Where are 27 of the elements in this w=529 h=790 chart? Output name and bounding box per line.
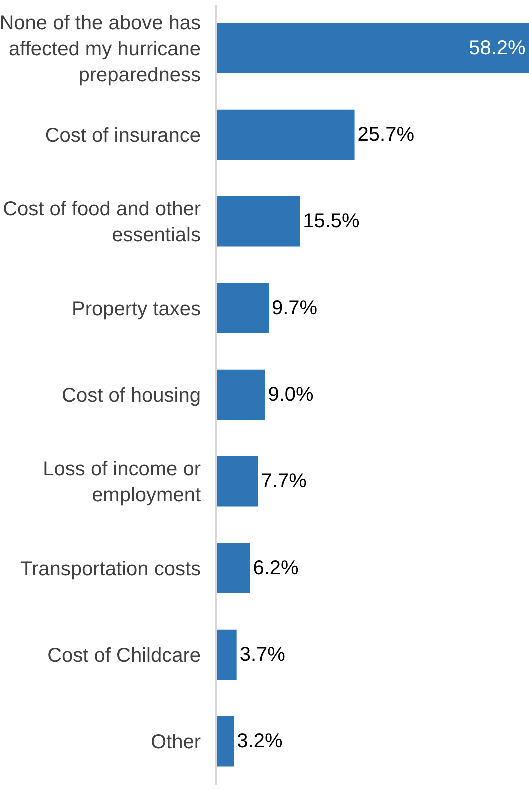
data-label: 6.2% <box>253 557 300 580</box>
data-label: 3.2% <box>237 730 283 753</box>
data-label: 25.7% <box>358 124 415 146</box>
bar <box>217 23 529 74</box>
data-label: 58.2% <box>469 37 526 60</box>
y-tick-label: Property taxes <box>72 298 201 320</box>
bar <box>217 543 250 594</box>
bar <box>217 370 266 420</box>
bar <box>217 630 237 680</box>
data-label: 9.0% <box>268 384 314 406</box>
bar <box>217 716 234 767</box>
data-label: 7.7% <box>261 470 308 493</box>
y-tick-label: Cost of food and other essentials <box>3 198 202 247</box>
data-label: 15.5% <box>303 210 360 233</box>
y-tick-label: Cost of Childcare <box>48 645 201 667</box>
data-label: 9.7% <box>272 297 318 320</box>
y-tick-label: Transportation costs <box>20 558 201 580</box>
bar <box>217 283 269 334</box>
y-tick-label: Cost of insurance <box>45 125 201 147</box>
bar <box>217 456 258 507</box>
y-tick-label: None of the above has affected my hurricane preparedness <box>0 12 201 86</box>
data-label: 3.7% <box>240 644 286 666</box>
y-tick-label: Loss of income or employment <box>43 458 202 507</box>
bar <box>217 110 355 160</box>
y-tick-label: Other <box>150 732 202 754</box>
y-tick-label: Cost of housing <box>62 385 201 407</box>
bar <box>217 196 300 247</box>
